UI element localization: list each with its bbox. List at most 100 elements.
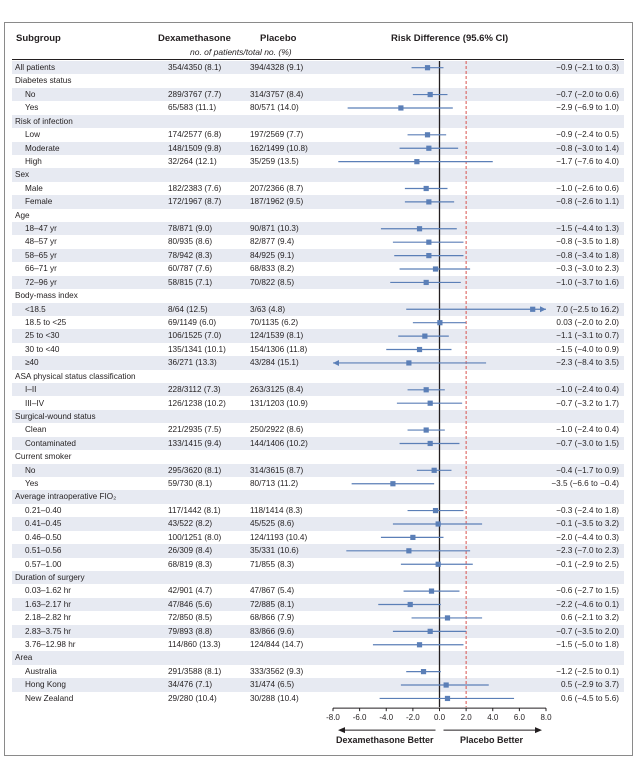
placebo-better-label: Placebo Better [460, 735, 524, 746]
dexamethasone-count: 72/850 (8.5) [168, 613, 213, 623]
risk-difference-ci: 0.6 (−2.1 to 3.2) [560, 613, 619, 623]
group-header-row: Area [12, 651, 624, 665]
dexamethasone-count: 295/3620 (8.1) [168, 465, 222, 475]
point-estimate [431, 467, 437, 473]
risk-difference-ci: −0.7 (−3.2 to 1.7) [556, 398, 619, 408]
risk-difference-ci: −2.9 (−6.9 to 1.0) [556, 103, 619, 113]
x-tick-label: -4.0 [379, 713, 393, 722]
table-row: Australia 291/3588 (8.1) 333/3562 (9.3) −1.… [12, 665, 624, 678]
placebo-count: 124/844 (14.7) [250, 640, 304, 650]
figure-frame [4, 22, 633, 756]
dexamethasone-count: 58/815 (7.1) [168, 277, 213, 287]
dexamethasone-count: 78/942 (8.3) [168, 250, 213, 260]
risk-difference-ci: −0.9 (−2.1 to 0.3) [556, 63, 619, 72]
point-estimate [420, 669, 427, 675]
placebo-count: 72/885 (8.1) [250, 599, 295, 609]
table-row: High 32/264 (12.1) 35/259 (13.5) −1.7 (−7.6… [12, 155, 624, 168]
table-row: 30 to <40 135/1341 (10.1) 154/1306 (11.8) −… [12, 343, 624, 356]
point-estimate [424, 65, 431, 71]
table-row: 2.83–3.75 hr 79/893 (8.8) 83/866 (9.6) −0.7… [12, 624, 624, 639]
row-label: ASA physical status classification [15, 371, 136, 381]
risk-difference-ci: −0.1 (−2.9 to 2.5) [556, 559, 619, 569]
point-estimate [437, 320, 443, 326]
placebo-count: 31/474 (6.5) [250, 680, 295, 690]
dexamethasone-count: 135/1341 (10.1) [168, 344, 226, 354]
table-row: <18.5 8/64 (12.5) 3/63 (4.8) 7.0 (−2.5 to 1… [12, 302, 624, 316]
placebo-count: 314/3757 (8.4) [250, 89, 304, 99]
risk-difference-ci: −0.7 (−3.0 to 1.5) [556, 438, 619, 448]
table-row: III–IV 126/1238 (10.2) 131/1203 (10.9) −0.7… [12, 397, 624, 410]
x-tick-label: 2.0 [461, 713, 473, 722]
placebo-count: 80/713 (11.2) [250, 479, 299, 489]
dexamethasone-count: 32/264 (12.1) [168, 156, 217, 166]
risk-difference-ci: −0.6 (−2.7 to 1.5) [556, 586, 619, 596]
risk-difference-ci: −0.8 (−3.5 to 1.8) [556, 237, 619, 247]
dexamethasone-count: 60/787 (7.6) [168, 264, 213, 274]
placebo-count: 162/1499 (10.8) [250, 143, 308, 153]
risk-difference-ci: −1.0 (−2.6 to 0.6) [556, 183, 619, 193]
risk-difference-ci: 7.0 (−2.5 to 16.2) [556, 304, 619, 314]
placebo-count: 35/331 (10.6) [250, 546, 299, 556]
placebo-count: 90/871 (10.3) [250, 224, 299, 234]
dexamethasone-count: 291/3588 (8.1) [168, 666, 222, 676]
placebo-count: 124/1539 (8.1) [250, 331, 304, 341]
dexamethasone-count: 34/476 (7.1) [168, 680, 213, 690]
header-subgroup: Subgroup [16, 33, 61, 44]
row-label: Moderate [25, 143, 60, 153]
ci-arrow-right [540, 306, 546, 313]
row-label: Sex [15, 170, 30, 180]
risk-difference-ci: −0.8 (−3.0 to 1.4) [556, 143, 619, 153]
table-row: All patients 354/4350 (8.1) 394/4328 (9.1)… [12, 61, 624, 75]
row-label: Body-mass index [15, 291, 78, 301]
point-estimate [426, 252, 432, 259]
dexamethasone-count: 79/893 (8.8) [168, 626, 213, 636]
table-row: 18–47 yr 78/871 (9.0) 90/871 (10.3) −1.5 (−… [12, 222, 624, 236]
row-label: 3.76–12.98 hr [25, 640, 76, 650]
point-estimate [423, 427, 429, 433]
risk-difference-ci: −0.3 (−2.4 to 1.8) [556, 505, 619, 515]
point-estimate [427, 91, 433, 98]
dexamethasone-count: 68/819 (8.3) [168, 559, 213, 569]
point-estimate [414, 159, 420, 165]
risk-difference-ci: −0.8 (−2.6 to 1.1) [556, 197, 619, 207]
dexamethasone-count: 114/860 (13.3) [168, 640, 221, 650]
row-label: 25 to <30 [25, 331, 60, 341]
row-label: 0.03–1.62 hr [25, 586, 71, 596]
table-row: Clean 221/2935 (7.5) 250/2922 (8.6) −1.0 (−… [12, 423, 624, 436]
ci-arrow-left [333, 359, 339, 366]
row-label: Average intraoperative FIO₂ [15, 492, 117, 502]
dexamethasone-count: 59/730 (8.1) [168, 479, 213, 489]
row-label: 18–47 yr [25, 224, 57, 234]
dexamethasone-count: 100/1251 (8.0) [168, 532, 222, 542]
table-row: Yes 59/730 (8.1) 80/713 (11.2) −3.5 (−6.6 t… [12, 477, 624, 490]
table-row: 1.63–2.17 hr 47/846 (5.6) 72/885 (8.1) −2.2… [12, 597, 624, 612]
row-label: Contaminated [25, 438, 76, 448]
table-row: 0.21–0.40 117/1442 (8.1) 118/1414 (8.3) −0.… [12, 504, 624, 517]
table-row: 0.03–1.62 hr 42/901 (4.7) 47/867 (5.4) −0.6… [12, 584, 624, 597]
dexamethasone-count: 78/871 (9.0) [168, 224, 213, 234]
point-estimate [444, 695, 451, 702]
row-label: 0.21–0.40 [25, 505, 62, 515]
row-label: 0.46–0.50 [25, 532, 62, 542]
point-estimate [426, 199, 432, 205]
placebo-count: 131/1203 (10.9) [250, 398, 308, 408]
dexamethasone-count: 47/846 (5.6) [168, 599, 213, 609]
dexamethasone-count: 133/1415 (9.4) [168, 438, 222, 448]
dexamethasone-count: 289/3767 (7.7) [168, 89, 222, 99]
placebo-count: 70/1135 (6.2) [250, 317, 299, 327]
point-estimate [444, 615, 451, 621]
table-row: Female 172/1967 (8.7) 187/1962 (9.5) −0.8 (… [12, 195, 624, 209]
header-counts-note: no. of patients/total no. (%) [190, 47, 292, 57]
risk-difference-ci: −0.8 (−3.4 to 1.8) [556, 250, 619, 260]
risk-difference-ci: −2.2 (−4.6 to 0.1) [556, 599, 619, 609]
header-placebo: Placebo [260, 33, 297, 44]
dexamethasone-better-arrowhead [338, 727, 345, 734]
point-estimate [422, 333, 428, 339]
dexamethasone-count: 43/522 (8.2) [168, 519, 213, 529]
risk-difference-ci: −0.7 (−2.0 to 0.6) [556, 89, 619, 99]
row-label: 0.41–0.45 [25, 519, 62, 529]
row-label: <18.5 [25, 304, 46, 314]
row-label: Female [25, 197, 53, 207]
placebo-count: 207/2366 (8.7) [250, 183, 304, 193]
